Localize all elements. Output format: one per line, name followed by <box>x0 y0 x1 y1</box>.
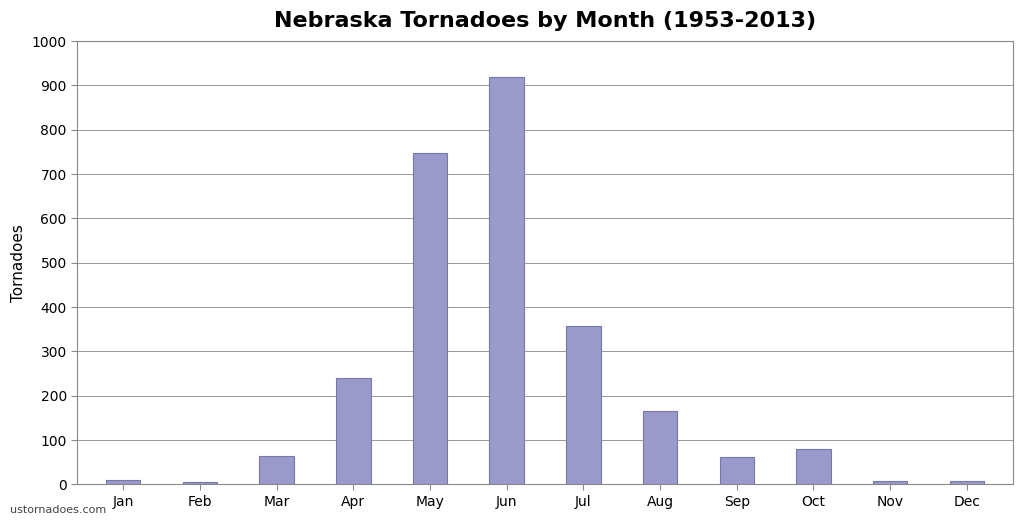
Bar <box>566 326 601 485</box>
Bar <box>872 481 907 485</box>
Y-axis label: Tornadoes: Tornadoes <box>11 224 26 302</box>
Bar <box>336 378 371 485</box>
Title: Nebraska Tornadoes by Month (1953-2013): Nebraska Tornadoes by Month (1953-2013) <box>274 11 816 31</box>
Bar <box>182 482 217 485</box>
Bar <box>720 457 754 485</box>
Bar <box>105 480 140 485</box>
Bar <box>489 77 524 485</box>
Bar <box>259 456 294 485</box>
Bar <box>797 449 830 485</box>
Text: ustornadoes.com: ustornadoes.com <box>10 505 106 515</box>
Bar <box>949 482 984 485</box>
Bar <box>643 411 677 485</box>
Bar <box>413 153 447 485</box>
